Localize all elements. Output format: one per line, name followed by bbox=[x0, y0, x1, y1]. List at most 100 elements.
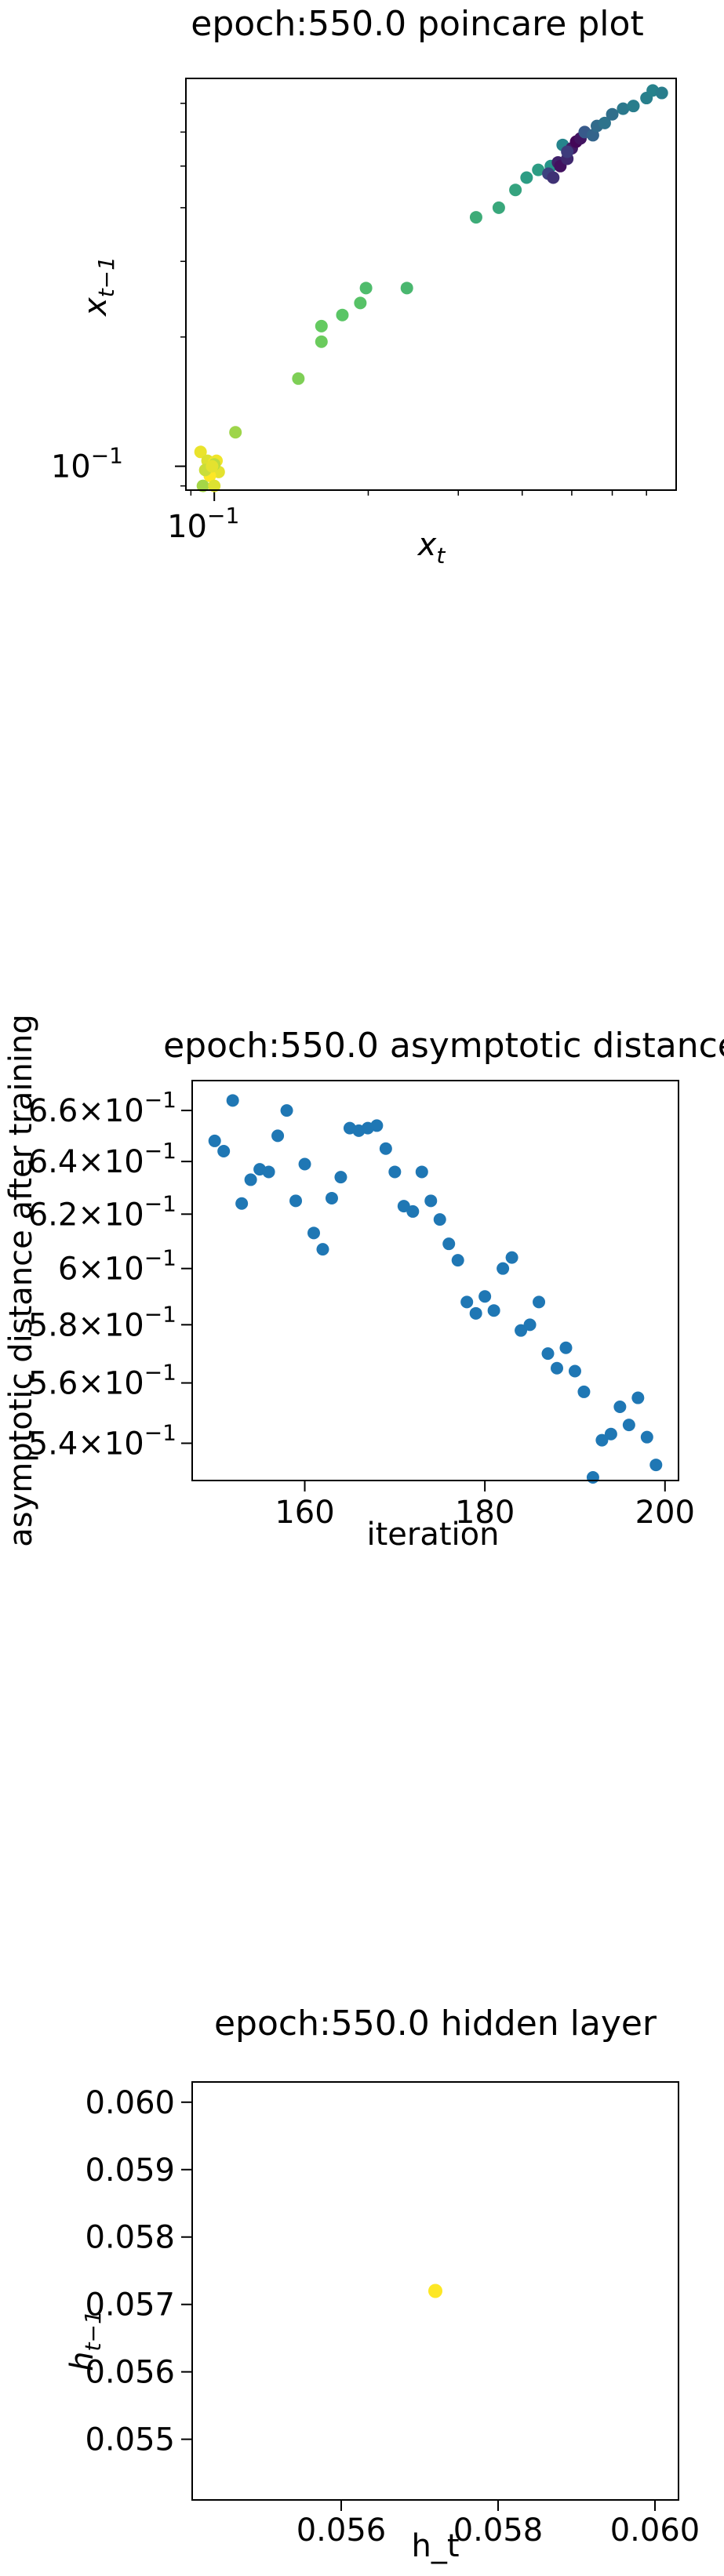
data-point bbox=[424, 1194, 438, 1208]
y-tick-label: 0.055 bbox=[85, 2422, 175, 2458]
y-tick-label: 5.4×10−1 bbox=[28, 1419, 176, 1462]
data-point bbox=[595, 1433, 609, 1447]
data-point bbox=[515, 1324, 528, 1337]
data-point bbox=[568, 1364, 581, 1378]
data-point bbox=[655, 86, 668, 100]
data-point bbox=[497, 1262, 510, 1275]
y-tick-label: 6.2×10−1 bbox=[28, 1190, 176, 1233]
data-point bbox=[271, 1129, 285, 1143]
y-axis-label: ht−1 bbox=[64, 2310, 106, 2371]
data-point bbox=[196, 479, 209, 492]
data-point bbox=[442, 1237, 456, 1251]
data-point bbox=[208, 479, 221, 492]
data-point bbox=[613, 1400, 627, 1413]
data-point bbox=[336, 308, 349, 322]
data-point bbox=[460, 1295, 474, 1309]
data-point bbox=[406, 1204, 420, 1218]
x-tick-label: 180 bbox=[455, 1495, 515, 1531]
data-point bbox=[292, 372, 305, 385]
y-axis-label: asymptotic distance after training bbox=[3, 1014, 39, 1547]
data-point bbox=[229, 426, 242, 439]
data-point bbox=[627, 100, 640, 113]
data-point bbox=[354, 296, 367, 310]
data-point bbox=[559, 1341, 573, 1354]
data-point bbox=[315, 319, 328, 332]
data-point bbox=[551, 1361, 563, 1375]
data-point bbox=[478, 1290, 492, 1303]
data-point bbox=[400, 282, 413, 295]
data-point bbox=[492, 201, 505, 214]
data-point bbox=[631, 1391, 645, 1404]
data-point bbox=[334, 1171, 347, 1184]
x-axis-label: iteration bbox=[367, 1517, 500, 1553]
data-point bbox=[487, 1304, 500, 1317]
data-point bbox=[415, 1165, 428, 1179]
data-point bbox=[561, 145, 574, 158]
y-tick-label: 0.060 bbox=[85, 2085, 175, 2121]
x-tick-label: 0.060 bbox=[610, 2512, 700, 2549]
data-point bbox=[226, 1094, 239, 1107]
y-tick-label: 10−1 bbox=[51, 443, 123, 485]
data-point bbox=[469, 1306, 482, 1320]
plot-frame bbox=[185, 78, 677, 491]
data-point bbox=[244, 1173, 257, 1186]
data-point bbox=[598, 116, 611, 129]
data-point bbox=[307, 1226, 320, 1240]
data-point bbox=[325, 1191, 338, 1204]
data-point bbox=[298, 1157, 311, 1171]
data-point bbox=[217, 1145, 231, 1158]
data-point bbox=[523, 1318, 537, 1332]
data-point bbox=[433, 1213, 446, 1226]
y-tick-label: 0.058 bbox=[85, 2220, 175, 2256]
x-tick-label: 0.056 bbox=[297, 2512, 387, 2549]
data-point bbox=[194, 445, 207, 459]
y-tick-label: 6.6×10−1 bbox=[28, 1087, 176, 1129]
x-axis-label: h_t bbox=[411, 2528, 459, 2564]
data-point bbox=[359, 282, 373, 295]
plot-frame bbox=[191, 1080, 679, 1481]
chart-title: epoch:550.0 hidden layer bbox=[214, 2004, 657, 2044]
y-tick-label: 5.8×10−1 bbox=[28, 1301, 176, 1343]
data-point bbox=[469, 211, 482, 224]
y-tick-label: 6.4×10−1 bbox=[28, 1138, 176, 1180]
data-point bbox=[604, 1427, 617, 1441]
data-point bbox=[206, 460, 219, 473]
x-tick-label: 0.058 bbox=[453, 2512, 544, 2549]
chart-title: epoch:550.0 poincare plot bbox=[191, 4, 643, 44]
x-tick-label: 160 bbox=[275, 1495, 334, 1531]
poincare-chart: epoch:550.0 poincare plot 10−1 10−1 xt xt… bbox=[51, 4, 677, 569]
y-tick-label: 6×10−1 bbox=[58, 1245, 176, 1288]
data-point bbox=[316, 1243, 329, 1256]
data-point bbox=[428, 2284, 442, 2298]
data-point bbox=[505, 1251, 518, 1264]
y-tick-label: 0.059 bbox=[85, 2153, 175, 2189]
data-point bbox=[289, 1194, 303, 1208]
asymptotic-distance-chart: epoch:550.0 asymptotic distance 160 180 20… bbox=[3, 1014, 724, 1553]
data-point bbox=[280, 1104, 293, 1117]
data-point bbox=[262, 1165, 275, 1179]
data-point bbox=[640, 1430, 653, 1444]
data-point bbox=[235, 1197, 249, 1210]
data-point bbox=[451, 1254, 464, 1267]
data-point bbox=[520, 171, 533, 184]
data-point bbox=[617, 102, 630, 115]
hidden-layer-chart: epoch:550.0 hidden layer 0.056 0.058 0.060… bbox=[64, 2004, 700, 2564]
x-axis-label: xt bbox=[417, 527, 446, 569]
y-tick-label: 0.057 bbox=[85, 2287, 175, 2323]
data-point bbox=[370, 1119, 384, 1132]
data-point bbox=[509, 183, 522, 197]
data-point bbox=[541, 1347, 555, 1361]
data-point bbox=[622, 1419, 635, 1432]
x-tick-label: 200 bbox=[635, 1495, 695, 1531]
data-point bbox=[547, 171, 560, 184]
y-tick-label: 0.056 bbox=[85, 2355, 175, 2391]
data-point bbox=[577, 1385, 591, 1398]
data-point bbox=[532, 163, 545, 176]
data-point bbox=[606, 107, 619, 121]
data-point bbox=[208, 1134, 221, 1147]
y-tick-label: 5.6×10−1 bbox=[28, 1360, 176, 1402]
data-point bbox=[533, 1295, 546, 1309]
data-point bbox=[388, 1165, 402, 1179]
x-tick-label: 10−1 bbox=[167, 503, 239, 545]
y-axis-label: xt−1 bbox=[78, 256, 119, 318]
